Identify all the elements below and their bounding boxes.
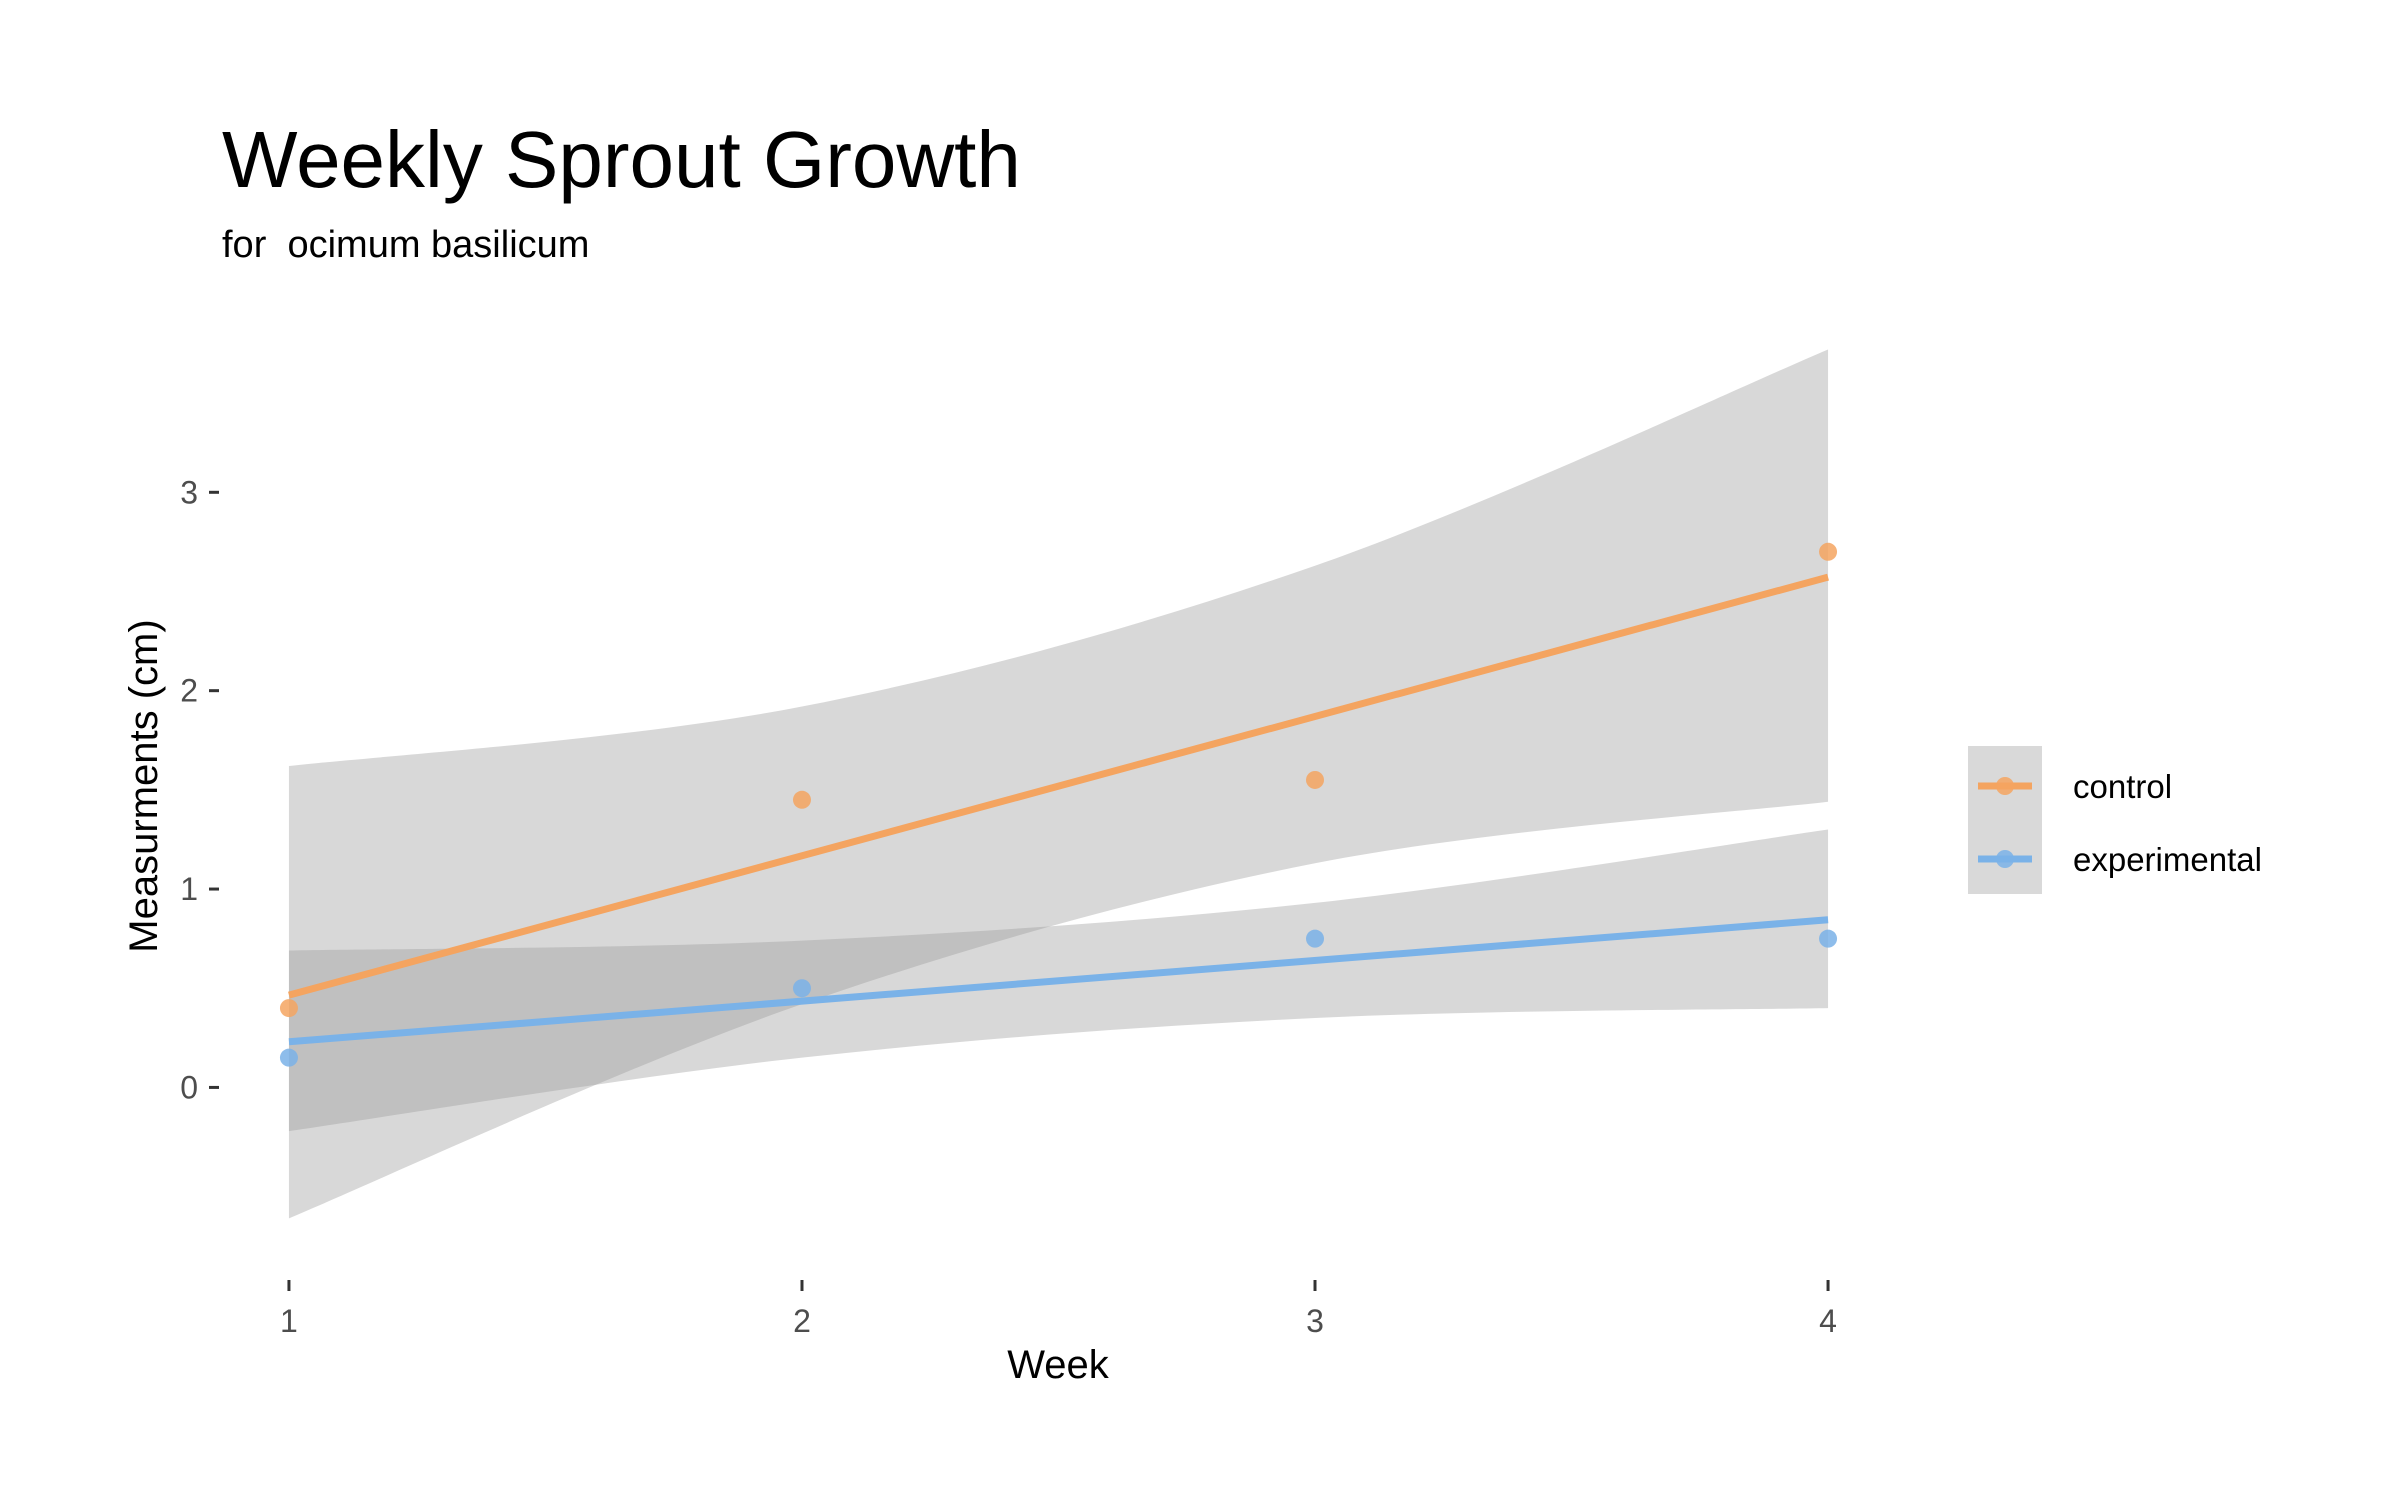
data-point-experimental xyxy=(1306,929,1325,948)
x-axis: 1 2 3 4 xyxy=(280,1280,1837,1339)
legend-label-control: control xyxy=(2073,768,2172,805)
y-tick-label: 1 xyxy=(180,871,198,907)
legend-label-experimental: experimental xyxy=(2073,841,2262,878)
y-axis: 0 1 2 3 xyxy=(180,474,219,1105)
y-axis-title: Measurments (cm) xyxy=(122,619,166,952)
legend-key-point-experimental xyxy=(1996,850,2014,868)
data-point-control xyxy=(1819,542,1838,561)
legend-key-point-control xyxy=(1996,777,2014,795)
fit-line-control xyxy=(288,573,1829,999)
data-point-control xyxy=(279,999,298,1018)
x-tick-label: 4 xyxy=(1819,1303,1837,1339)
data-point-experimental xyxy=(279,1048,298,1067)
data-point-experimental xyxy=(1819,929,1838,948)
legend: control experimental xyxy=(1968,746,2262,894)
legend-key-background xyxy=(1968,746,2042,894)
y-tick-label: 3 xyxy=(180,474,198,510)
data-point-experimental xyxy=(792,979,811,998)
data-points xyxy=(279,542,1838,1067)
y-tick-label: 2 xyxy=(180,673,198,709)
fit-line-experimental xyxy=(288,916,1829,1046)
data-point-control xyxy=(792,790,811,809)
x-axis-title: Week xyxy=(1007,1343,1110,1387)
x-tick-label: 1 xyxy=(280,1303,298,1339)
chart-title: Weekly Sprout Growth xyxy=(222,115,1021,204)
chart-subtitle: for ocimum basilicum xyxy=(222,224,589,266)
fit-lines xyxy=(288,573,1829,1046)
y-tick-label: 0 xyxy=(180,1069,198,1105)
x-tick-label: 2 xyxy=(793,1303,811,1339)
x-tick-label: 3 xyxy=(1306,1303,1324,1339)
data-point-control xyxy=(1306,770,1325,789)
